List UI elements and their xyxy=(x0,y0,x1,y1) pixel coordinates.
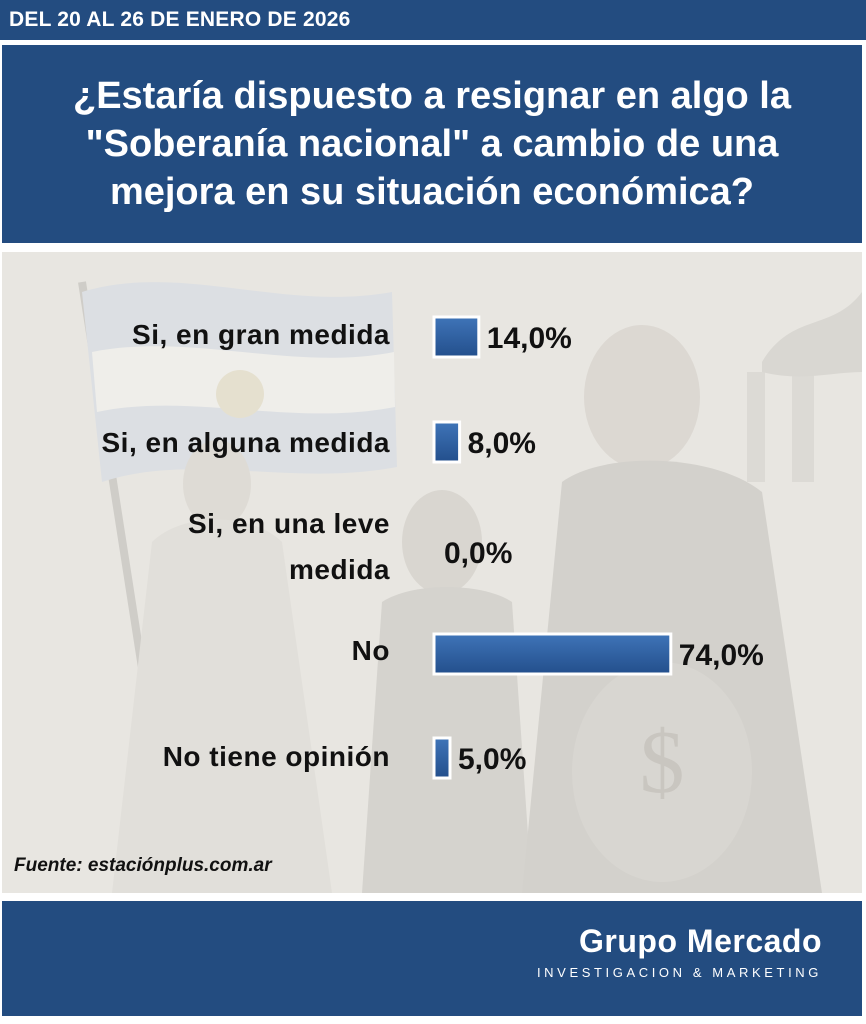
svg-text:$: $ xyxy=(640,713,685,812)
data-label: 0,0% xyxy=(444,537,512,570)
category-label: Si, en una leve xyxy=(187,508,390,539)
category-label: Si, en gran medida xyxy=(132,319,390,350)
category-label: No xyxy=(351,635,390,666)
category-label: Si, en alguna medida xyxy=(101,427,390,458)
chart-title: ¿Estaría dispuesto a resignar en algo la… xyxy=(2,45,862,243)
data-label: 5,0% xyxy=(458,743,526,776)
category-label: medida xyxy=(288,554,390,585)
bar xyxy=(432,315,481,359)
source-note: Fuente: estaciónplus.com.ar xyxy=(14,855,272,876)
bar-chart: 14,0% 8,0% 0,0% 74,0% 5,0% xyxy=(432,315,764,780)
brand-name: Grupo Mercado xyxy=(579,923,822,959)
date-range: DEL 20 AL 26 DE ENERO DE 2026 xyxy=(0,0,866,40)
data-label: 14,0% xyxy=(487,322,572,355)
category-label: No tiene opinión xyxy=(162,741,390,772)
bar xyxy=(432,736,452,780)
footer: Grupo Mercado INVESTIGACION & MARKETING xyxy=(2,901,862,1016)
data-label: 74,0% xyxy=(679,639,764,672)
data-label: 8,0% xyxy=(468,427,536,460)
background-illustration: $ xyxy=(2,252,862,893)
brand-tagline: INVESTIGACION & MARKETING xyxy=(536,965,822,980)
chart-area: $ Si, en gran medida Si, en alguna medid… xyxy=(2,252,862,893)
bar xyxy=(432,420,462,464)
bar xyxy=(432,632,673,676)
